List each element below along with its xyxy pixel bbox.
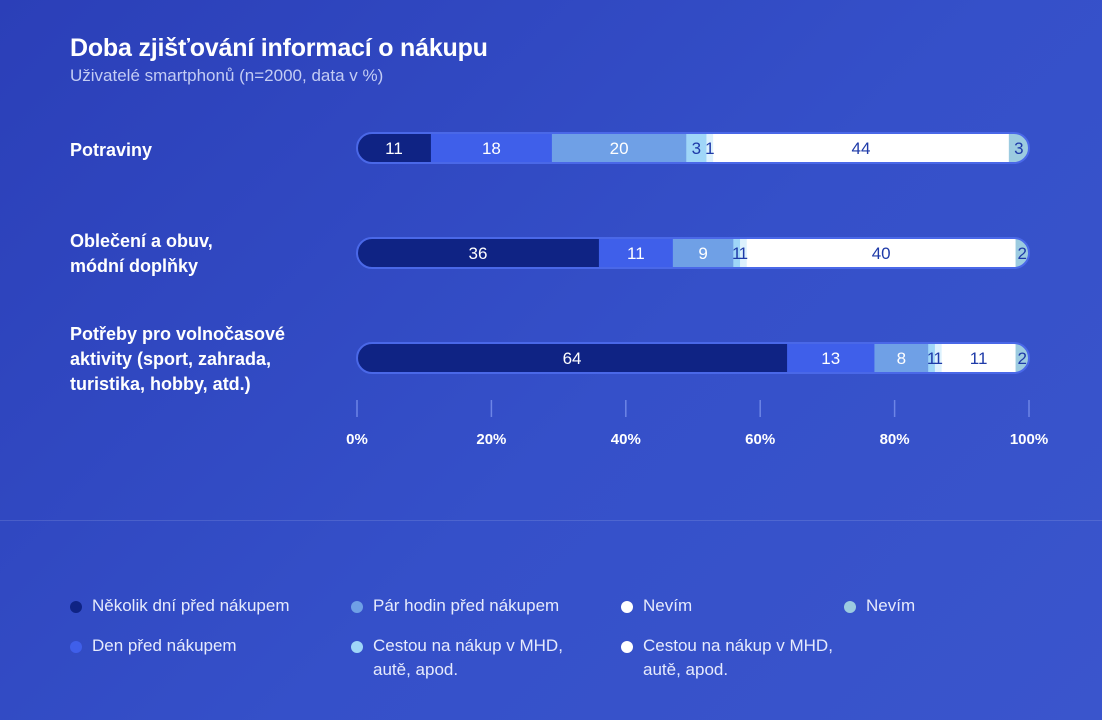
category-label-line: módní doplňky — [70, 256, 198, 276]
bar-data-label: 44 — [852, 139, 871, 158]
bar-data-label: 64 — [563, 349, 582, 368]
bar-segment — [787, 343, 875, 373]
bar-outline — [356, 132, 1030, 164]
divider — [0, 520, 1102, 521]
legend-swatch — [351, 601, 363, 613]
bar-data-label: 3 — [1014, 139, 1023, 158]
bar-data-label: 3 — [692, 139, 701, 158]
bar-segment — [713, 133, 1010, 163]
category-label-potraviny: Potraviny — [70, 138, 330, 163]
bar-segment — [1008, 133, 1029, 163]
bar-row — [357, 238, 1029, 268]
bar-segment — [934, 343, 943, 373]
bar-segment — [357, 133, 432, 163]
legend-swatch — [351, 641, 363, 653]
chart-title: Doba zjišťování informací o nákupu — [70, 34, 488, 62]
x-axis-tick-label: 100% — [1010, 431, 1048, 448]
bar-data-label: 13 — [821, 349, 840, 368]
bar-outline — [356, 237, 1030, 269]
bar-segment — [357, 238, 600, 268]
category-label-line: turistika, hobby, atd.) — [70, 374, 251, 394]
bar-data-label: 1 — [705, 139, 714, 158]
legend-swatch — [70, 601, 82, 613]
legend-label: Nevím — [643, 596, 693, 615]
bar-data-label: 9 — [698, 244, 707, 263]
category-label-line: Oblečení a obuv, — [70, 231, 213, 251]
bar-segment — [746, 238, 1017, 268]
bar-data-label: 18 — [482, 139, 501, 158]
legend-label: Cestou na nákup v MHD, autě, apod. — [643, 636, 833, 679]
category-label-line: Potřeby pro volnočasové — [70, 324, 286, 344]
x-axis-tick-label: 80% — [880, 431, 910, 448]
bar-data-label: 1 — [739, 244, 748, 263]
legend-label: Několik dní před nákupem — [92, 596, 290, 615]
bar-segment — [740, 238, 748, 268]
bar-data-label: 8 — [897, 349, 906, 368]
bar-data-label: 40 — [872, 244, 891, 263]
bar-segment — [551, 133, 687, 163]
legend-label: Nevím — [866, 596, 916, 615]
bar-segment — [672, 238, 734, 268]
legend-swatch — [844, 601, 856, 613]
bar-outline — [356, 342, 1030, 374]
bar-row — [357, 133, 1029, 163]
bar-data-label: 2 — [1018, 244, 1027, 263]
bar-segment — [706, 133, 714, 163]
legend-label: Cestou na nákup v MHD, autě, apod. — [373, 636, 563, 679]
bar-segment — [357, 343, 788, 373]
category-label-volnocasove: Potřeby pro volnočasové aktivity (sport,… — [70, 322, 330, 397]
stacked-bar-chart: 11 18 20 3 1 44 336 11 9 11 40 264 13 8 11 11 20% 20% 40% 6… — [346, 132, 1048, 448]
bar-data-label: 11 — [627, 244, 645, 263]
x-axis-tick-label: 40% — [611, 431, 641, 448]
chart-subtitle: Uživatelé smartphonů (n=2000, data v %) — [70, 66, 384, 85]
bar-segment — [928, 343, 936, 373]
bar-segment — [733, 238, 741, 268]
bar-segment — [686, 133, 707, 163]
legend-swatch — [70, 641, 82, 653]
bar-data-label: 11 — [385, 139, 403, 158]
legend-label: Den před nákupem — [92, 636, 237, 655]
bar-data-label: 1 — [927, 349, 936, 368]
bar-segment — [430, 133, 553, 163]
bar-segment — [941, 343, 1017, 373]
legend-swatch — [621, 601, 633, 613]
bar-data-label: 2 — [1018, 349, 1027, 368]
bar-data-label: 20 — [610, 139, 629, 158]
bar-row — [357, 343, 1029, 373]
category-label-line: aktivity (sport, zahrada, — [70, 349, 272, 369]
x-axis-tick-label: 20% — [476, 431, 506, 448]
category-label-obleceni: Oblečení a obuv, módní doplňky — [70, 229, 330, 279]
bar-data-label: 1 — [732, 244, 741, 263]
legend-label: Pár hodin před nákupem — [373, 596, 560, 615]
x-axis-tick-label: 60% — [745, 431, 775, 448]
category-label-line: Potraviny — [70, 140, 153, 160]
bar-data-label: 36 — [468, 244, 487, 263]
bar-data-label: 11 — [970, 349, 988, 368]
x-axis-tick-label: 0% — [346, 431, 368, 448]
bar-segment — [1015, 343, 1029, 373]
bar-data-label: 1 — [934, 349, 943, 368]
bar-segment — [874, 343, 929, 373]
bar-segment — [598, 238, 674, 268]
bar-segment — [1015, 238, 1029, 268]
legend-swatch — [621, 641, 633, 653]
